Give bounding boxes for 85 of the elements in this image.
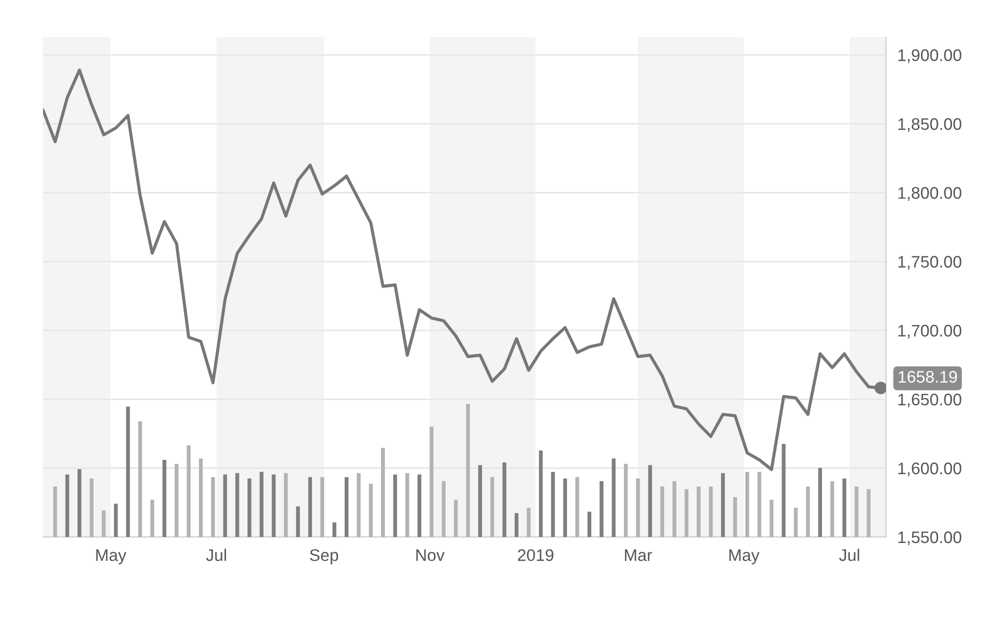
y-tick-label: 1,650.00 xyxy=(898,394,962,408)
bar xyxy=(636,478,640,537)
bar xyxy=(150,500,154,537)
bar xyxy=(478,465,482,537)
bar xyxy=(53,486,58,537)
bar xyxy=(186,445,191,537)
bar xyxy=(563,478,568,537)
bar xyxy=(830,481,834,537)
bar xyxy=(356,473,361,537)
bar xyxy=(648,465,652,537)
annotation: 1658.19 xyxy=(898,370,957,383)
bar xyxy=(417,474,422,537)
bar xyxy=(368,484,373,537)
bar xyxy=(320,477,324,537)
bar xyxy=(842,478,846,537)
bar xyxy=(818,468,822,537)
bar xyxy=(587,512,592,537)
y-tick-label: 1,850.00 xyxy=(898,118,962,132)
bar xyxy=(272,474,276,537)
bar xyxy=(126,406,130,537)
bar xyxy=(466,404,470,537)
bar xyxy=(198,458,203,537)
bar xyxy=(733,497,737,537)
bar xyxy=(174,464,178,537)
bar xyxy=(551,472,555,537)
bar xyxy=(405,473,410,537)
bar xyxy=(684,489,688,537)
bar xyxy=(162,460,166,537)
bar xyxy=(248,478,252,537)
y-tick-label: 1,750.00 xyxy=(898,256,962,270)
bar xyxy=(78,469,82,537)
bar xyxy=(442,481,446,537)
bar xyxy=(854,486,858,537)
bar xyxy=(490,477,494,537)
bar xyxy=(696,486,701,537)
bar xyxy=(526,508,531,537)
bar xyxy=(757,472,762,537)
y-tick-label: 1,700.00 xyxy=(898,324,962,339)
bar xyxy=(430,426,434,537)
bar xyxy=(721,473,725,537)
bar xyxy=(260,472,264,537)
bar xyxy=(708,486,713,537)
bar xyxy=(672,481,676,537)
bar xyxy=(235,473,240,537)
bar xyxy=(211,477,215,537)
bar xyxy=(612,458,616,537)
x-tick-label: Nov xyxy=(416,549,445,562)
bar xyxy=(575,477,580,537)
bar xyxy=(782,444,786,537)
bar xyxy=(600,481,604,537)
bar xyxy=(393,474,398,537)
bar xyxy=(296,506,300,537)
bar xyxy=(660,486,664,537)
bar xyxy=(223,474,228,537)
x-tick-label: May xyxy=(729,549,760,564)
x-tick-label: May xyxy=(96,549,126,564)
x-tick-label: Sep xyxy=(310,549,338,564)
x-tick-label: 2019 xyxy=(518,549,554,562)
bar xyxy=(114,504,118,537)
bar xyxy=(745,472,750,537)
bar xyxy=(344,477,348,537)
x-tick-label: Jul xyxy=(206,548,226,562)
bar xyxy=(332,522,336,537)
bar xyxy=(866,489,871,537)
bar xyxy=(65,474,70,537)
bar xyxy=(538,450,543,537)
y-tick-label: 1,800.00 xyxy=(898,187,962,201)
bar xyxy=(90,478,94,537)
bar xyxy=(308,477,312,537)
bar xyxy=(102,510,106,537)
bar xyxy=(284,473,288,537)
bar xyxy=(794,508,798,537)
y-tick-label: 1,600.00 xyxy=(898,462,962,476)
bar xyxy=(138,421,142,537)
x-tick-label: Jul xyxy=(839,548,860,562)
bar xyxy=(454,500,458,537)
bar xyxy=(502,462,506,537)
bar xyxy=(770,500,774,537)
bar xyxy=(624,464,628,537)
bar xyxy=(381,448,385,537)
y-tick-label: 1,900.00 xyxy=(898,49,962,64)
x-tick-label: Mar xyxy=(624,549,652,562)
y-tick-label: 1,550.00 xyxy=(898,531,962,546)
bar xyxy=(806,486,810,537)
bar xyxy=(514,513,518,537)
